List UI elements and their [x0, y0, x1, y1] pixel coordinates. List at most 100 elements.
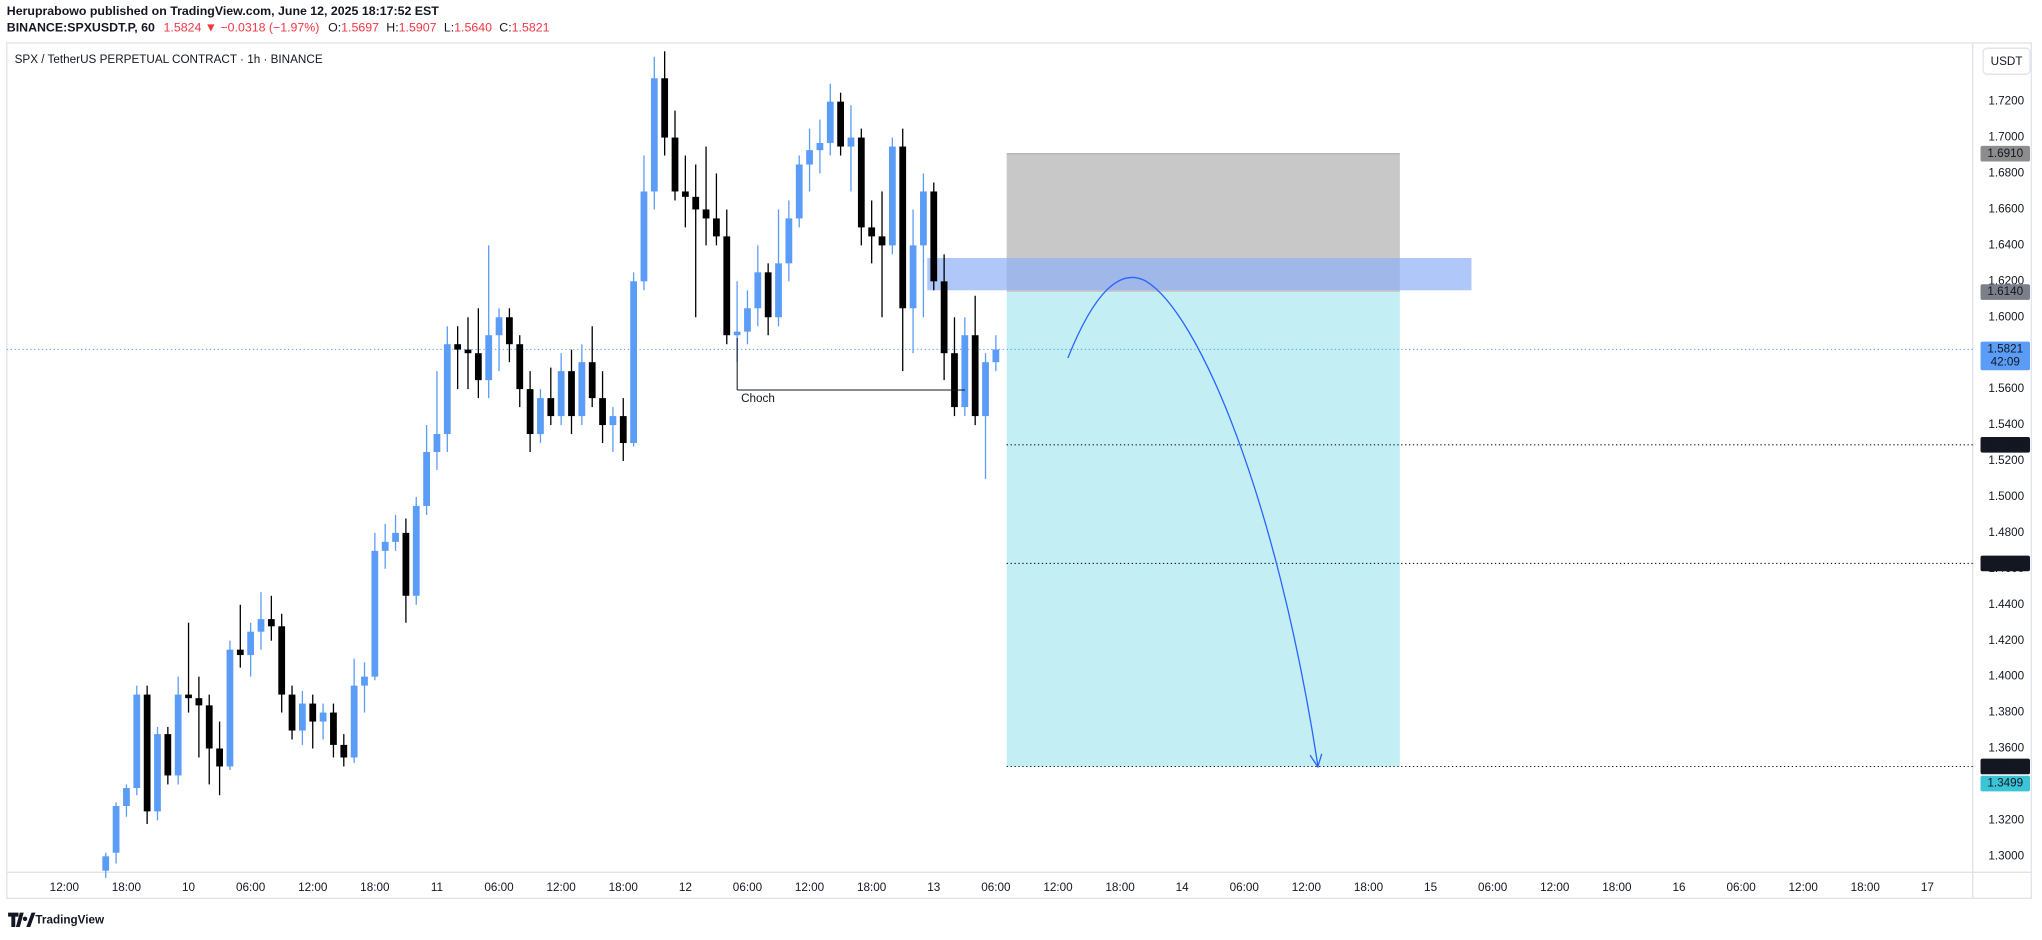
x-tick-label: 12:00: [1789, 881, 1819, 894]
x-tick-label: 18:00: [1105, 881, 1135, 894]
arrow-head: [1309, 753, 1323, 769]
target-price-label-bg: [1980, 775, 2031, 792]
candle-body: [226, 649, 234, 767]
level-label-bg: [1980, 555, 2031, 572]
target-zone: [1006, 292, 1400, 767]
candle-body: [537, 398, 544, 435]
candle-body: [392, 532, 399, 542]
entry-label: 1.6140: [1987, 285, 2023, 298]
x-tick-label: 13: [927, 881, 940, 894]
candle-body: [299, 703, 306, 731]
candle-body: [692, 196, 700, 210]
x-tick-label: 06:00: [733, 881, 763, 894]
x-tick-label: 12:00: [1292, 881, 1322, 894]
candle-body: [257, 619, 265, 632]
candle-body: [640, 191, 648, 282]
candle-body: [650, 78, 658, 192]
candle-body: [123, 788, 130, 806]
candle-body: [526, 389, 534, 435]
y-tick-label: 1.6000: [1988, 310, 2024, 323]
candle-body: [371, 550, 379, 677]
ohlc-key: H:: [386, 21, 398, 35]
candle-body: [423, 452, 430, 506]
candle-body: [464, 349, 472, 354]
ohlc-value: 1.5640: [454, 21, 492, 35]
candle-body: [443, 344, 451, 435]
x-tick-label: 06:00: [1726, 881, 1756, 894]
level-label: 1.5290: [1987, 438, 2023, 451]
y-tick-label: 1.6200: [1988, 274, 2024, 287]
candle-body: [878, 236, 886, 246]
candle-body: [764, 272, 772, 318]
candle-body: [951, 353, 958, 408]
candle-body: [205, 705, 213, 749]
candle-body: [920, 191, 927, 246]
candle-body: [609, 416, 617, 426]
candle-body: [930, 191, 938, 282]
candle-body: [599, 398, 606, 426]
x-tick-label: 06:00: [236, 881, 266, 894]
candle-body: [174, 694, 182, 776]
y-tick-label: 1.5400: [1988, 418, 2024, 431]
projection-arrow: [1067, 276, 1319, 766]
x-tick-label: 12:00: [50, 881, 80, 894]
candle-body: [744, 308, 751, 332]
candle-body: [868, 227, 876, 237]
candle-body: [236, 649, 244, 656]
x-tick-label: 18:00: [112, 881, 142, 894]
chart-title: SPX / TetherUS PERPETUAL CONTRACT · 1h ·…: [15, 53, 323, 66]
candle-body: [775, 263, 782, 318]
supply-zone: [927, 257, 1472, 291]
y-tick-label: 1.7000: [1988, 131, 2024, 144]
candle-body: [816, 142, 824, 151]
candle-body: [785, 218, 793, 264]
candle-body: [909, 245, 917, 309]
candle-body: [899, 146, 907, 309]
y-tick-label: 1.4800: [1988, 526, 2024, 539]
candle-body: [795, 164, 803, 219]
y-tick-label: 1.5600: [1988, 382, 2024, 395]
y-tick-label: 1.5200: [1988, 454, 2024, 467]
x-tick-label: 06:00: [1230, 881, 1260, 894]
candle-body: [133, 694, 141, 789]
candle-body: [330, 712, 337, 745]
entry-label-bg: [1980, 284, 2031, 300]
candle-body: [547, 398, 555, 417]
y-tick-label: 1.4400: [1988, 598, 2024, 611]
stop-label: 1.6910: [1987, 147, 2023, 160]
candle-body: [361, 676, 368, 686]
candle-body: [754, 272, 762, 309]
y-tick-label: 1.3600: [1988, 742, 2024, 755]
candle-body: [681, 191, 689, 197]
currency-button[interactable]: [1982, 47, 2031, 75]
ohlc-key: L:: [444, 21, 454, 35]
y-tick-label: 1.4200: [1988, 634, 2024, 647]
candle-body: [164, 734, 172, 776]
candle-body: [143, 694, 151, 812]
x-tick-label: 17: [1921, 881, 1934, 894]
y-tick-label: 1.6800: [1988, 167, 2024, 180]
candle-body: [485, 335, 493, 381]
x-tick-label: 16: [1672, 881, 1685, 894]
candle-body: [474, 353, 482, 381]
x-tick-label: 12: [679, 881, 692, 894]
x-tick-label: 06:00: [981, 881, 1011, 894]
candle-body: [340, 744, 348, 758]
candle-body: [992, 349, 1000, 363]
stop-label-bg: [1980, 145, 2031, 162]
y-tick-label: 1.3200: [1988, 813, 2024, 826]
x-tick-label: 18:00: [609, 881, 639, 894]
x-tick-label: 12:00: [298, 881, 328, 894]
candle-body: [112, 805, 120, 853]
current-price-label: 1.5821: [1987, 343, 2023, 356]
y-tick-label: 1.5000: [1988, 490, 2024, 503]
candle-body: [847, 137, 855, 147]
candle-body: [195, 698, 203, 706]
x-tick-label: 18:00: [1354, 881, 1384, 894]
target-label-bg: [1980, 758, 2031, 775]
candle-body: [412, 505, 420, 596]
currency[interactable]: USDT: [1991, 55, 2023, 68]
plot: 1.7200 1.7000 1.6800 1.6600 1.6400 1.6200 1.60…: [6, 51, 2031, 894]
candle-body: [319, 712, 327, 722]
